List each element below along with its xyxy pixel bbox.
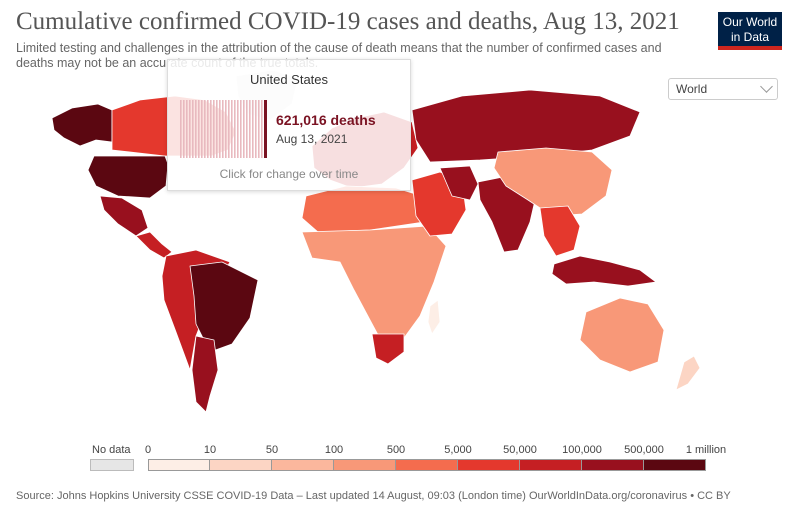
sparkline-bar <box>192 100 194 158</box>
sparkline-bar <box>246 100 248 158</box>
country-tooltip: United States 621,016 deaths Aug 13, 202… <box>167 59 411 191</box>
legend-bin[interactable] <box>582 459 644 471</box>
sparkline-bar <box>189 100 191 158</box>
sparkline-bar <box>180 100 182 158</box>
sparkline-bar <box>213 100 215 158</box>
region-united-states[interactable] <box>87 155 169 199</box>
region-central-america[interactable] <box>135 231 173 259</box>
sparkline-bar <box>234 100 236 158</box>
tooltip-date: Aug 13, 2021 <box>276 132 348 146</box>
legend-break-label: 1 million <box>685 444 727 456</box>
owid-logo[interactable]: Our World in Data <box>718 12 782 50</box>
legend-bin[interactable] <box>520 459 582 471</box>
sparkline-bar <box>219 100 221 158</box>
region-australia[interactable] <box>579 297 665 373</box>
legend-bin[interactable] <box>396 459 458 471</box>
region-new-zealand[interactable] <box>675 355 701 391</box>
sparkline-bar <box>216 100 218 158</box>
sparkline-bar <box>195 100 197 158</box>
sparkline-bar <box>183 100 185 158</box>
sparkline-bar <box>255 100 257 158</box>
region-china[interactable] <box>493 147 613 217</box>
region-select-value: World <box>676 82 708 96</box>
legend-no-data-swatch[interactable] <box>90 459 134 471</box>
sparkline-bar <box>249 100 251 158</box>
legend-break-label: 500,000 <box>624 444 664 456</box>
logo-line-2: in Data <box>730 30 770 44</box>
sparkline-bar <box>225 100 227 158</box>
region-iran[interactable] <box>439 165 479 201</box>
sparkline-bar <box>252 100 254 158</box>
tooltip-value: 621,016 deaths <box>276 112 376 128</box>
region-indonesia[interactable] <box>551 255 657 287</box>
sparkline-bar <box>204 100 206 158</box>
source-footer: Source: Johns Hopkins University CSSE CO… <box>16 490 731 502</box>
region-madagascar[interactable] <box>427 299 441 335</box>
sparkline-bar <box>201 100 203 158</box>
legend-bin[interactable] <box>272 459 334 471</box>
region-southeast-asia[interactable] <box>539 205 581 257</box>
legend-no-data-label: No data <box>92 444 131 456</box>
sparkline-bar <box>222 100 224 158</box>
sparkline-bar <box>231 100 233 158</box>
region-russia[interactable] <box>411 89 641 163</box>
sparkline-bar <box>258 100 260 158</box>
region-africa[interactable] <box>301 225 447 347</box>
region-north-africa[interactable] <box>301 185 425 233</box>
region-south-africa[interactable] <box>371 333 405 365</box>
region-argentina[interactable] <box>191 335 219 413</box>
tooltip-sparkline <box>180 100 267 158</box>
logo-line-1: Our World <box>722 15 778 29</box>
sparkline-bar <box>240 100 242 158</box>
legend-bin[interactable] <box>644 459 706 471</box>
sparkline-bar <box>210 100 212 158</box>
tooltip-hint: Click for change over time <box>219 167 359 181</box>
legend-break-label: 10 <box>203 444 217 456</box>
sparkline-bar <box>228 100 230 158</box>
legend-break-label: 100,000 <box>562 444 602 456</box>
region-alaska[interactable] <box>51 103 113 147</box>
chart-title: Cumulative confirmed COVID-19 cases and … <box>16 8 680 35</box>
region-mexico[interactable] <box>99 195 149 237</box>
legend-break-label: 50 <box>265 444 279 456</box>
legend-break-label: 0 <box>144 444 152 456</box>
sparkline-bar <box>237 100 239 158</box>
sparkline-bar <box>207 100 209 158</box>
sparkline-bar <box>186 100 188 158</box>
sparkline-bar <box>198 100 200 158</box>
sparkline-bar <box>243 100 245 158</box>
region-select[interactable]: World <box>668 78 778 100</box>
legend-break-label: 5,000 <box>444 444 472 456</box>
legend-bin[interactable] <box>210 459 272 471</box>
legend-break-label: 50,000 <box>503 444 537 456</box>
sparkline-bar <box>261 100 263 158</box>
legend-break-label: 500 <box>386 444 406 456</box>
map-legend: No data 0 10 50 100 500 5,000 50,000 100,000 500… <box>0 440 797 480</box>
legend-bin[interactable] <box>458 459 520 471</box>
legend-bin[interactable] <box>148 459 210 471</box>
tooltip-country-name: United States <box>249 72 329 87</box>
region-brazil[interactable] <box>189 261 259 353</box>
legend-break-label: 100 <box>324 444 344 456</box>
legend-bin[interactable] <box>334 459 396 471</box>
